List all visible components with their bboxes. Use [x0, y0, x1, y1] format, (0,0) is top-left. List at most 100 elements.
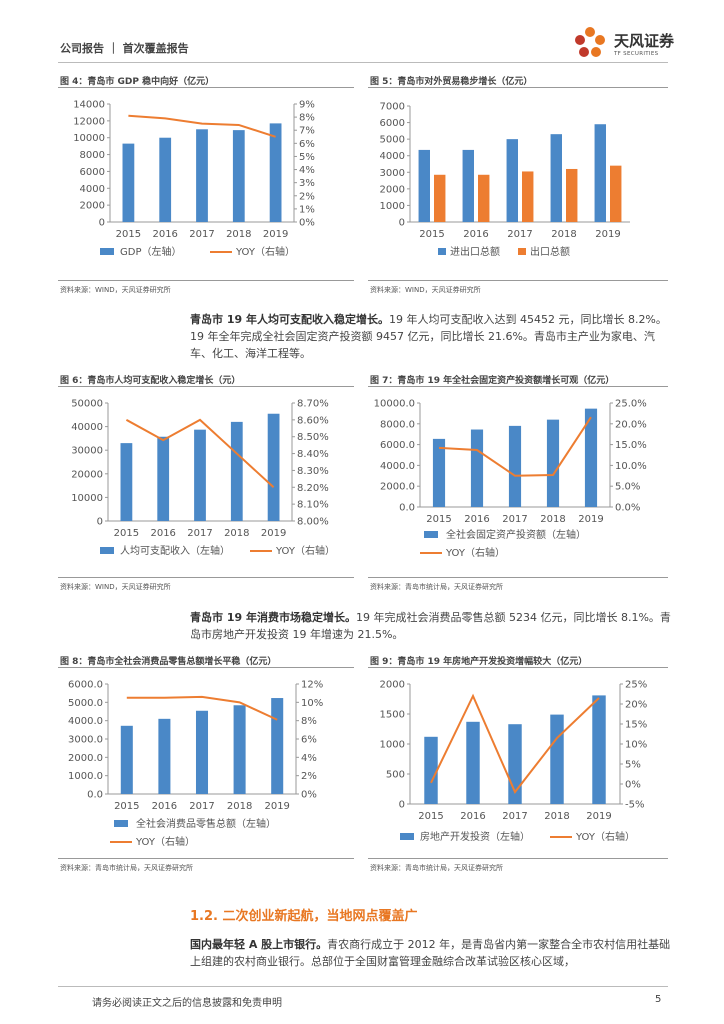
footer-divider: [58, 986, 668, 987]
y-tick-label-left: 2000: [380, 680, 405, 691]
y-tick-label-left: 6000: [380, 118, 405, 129]
x-tick-label: 2017: [187, 528, 212, 539]
figure-9-source: 资料来源：青岛市统计局，天风证券研究所: [370, 864, 503, 872]
bar-2015: [122, 143, 135, 222]
bar-2016: [462, 149, 474, 222]
bar-2016: [158, 718, 171, 794]
bar-2015: [432, 438, 446, 507]
logo-text: 天风证券: [614, 32, 675, 50]
y-tick-label-left: 1000: [380, 740, 405, 751]
y-tick-label-right: 8.10%: [297, 500, 329, 511]
y-tick-label-left: 12000: [73, 116, 105, 127]
yoy-line: [438, 416, 592, 477]
y-tick-label-left: 2000: [80, 201, 105, 212]
x-tick-label: 2016: [464, 514, 489, 525]
legend-swatch: [424, 531, 438, 538]
x-tick-label: 2015: [116, 229, 141, 240]
bar-2015: [434, 174, 446, 222]
x-tick-label: 2017: [502, 811, 527, 822]
legend-label: 人均可支配收入（左轴）: [120, 544, 230, 557]
y-tick-label-left: 14000: [73, 100, 105, 111]
y-tick-label-right: 4%: [301, 753, 317, 764]
report-header: 公司报告 ｜ 首次覆盖报告: [60, 42, 189, 55]
y-tick-label-right: -5%: [625, 800, 644, 811]
x-tick-label: 2016: [150, 528, 175, 539]
paragraph-income: 青岛市 19 年人均可支配收入稳定增长。19 年人均可支配收入达到 45452 …: [190, 311, 672, 362]
x-tick-label: 2015: [419, 229, 444, 240]
bar-2018: [566, 168, 578, 222]
y-tick-label-right: 0.0%: [615, 503, 640, 514]
chart-disposable-income: 0 10000 20000 30000 40000 50000 8.00% 8.10% 8.20…: [71, 399, 335, 558]
brand-logo: 天风证券 TF SECURITIES: [568, 24, 688, 64]
paragraph-consumption: 青岛市 19 年消费市场稳定增长。19 年完成社会消费品零售总额 5234 亿元…: [190, 609, 672, 643]
x-tick-label: 2017: [502, 514, 527, 525]
paragraph-bank-lead: 国内最年轻 A 股上市银行。: [190, 938, 328, 951]
chart-fixed-asset-investment: 0.0 2000.0 4000.0 6000.0 8000.0 10000.0 0.0% 5.…: [374, 399, 647, 560]
y-tick-label-right: 8.70%: [297, 399, 329, 410]
bar-2018: [230, 421, 243, 521]
bar-2016: [466, 721, 480, 804]
figure-4-title: 图 4：青岛市 GDP 稳中向好（亿元）: [60, 77, 215, 87]
bar-2017: [195, 710, 209, 794]
y-tick-label-left: 30000: [71, 446, 103, 457]
figure-divider: [58, 667, 354, 668]
yoy-line: [128, 114, 276, 138]
y-tick-label-left: 2000.0: [380, 482, 415, 493]
y-tick-label-right: 8.50%: [297, 432, 329, 443]
y-tick-label-left: 6000.0: [380, 440, 415, 451]
legend-label: 出口总额: [530, 245, 570, 258]
bar-2019: [267, 413, 280, 521]
paragraph-income-body: 19 年人均可支配收入达到 45452 元，同比增长 8.2%。19 年全年完成…: [190, 313, 667, 360]
bar-2015: [424, 736, 438, 804]
x-tick-label: 2018: [226, 229, 251, 240]
y-tick-label-right: 2%: [301, 771, 317, 782]
x-tick-label: 2018: [551, 229, 576, 240]
y-tick-label-right: 8.40%: [297, 449, 329, 460]
y-tick-label-left: 3000: [380, 168, 405, 179]
figure-8-title: 图 8：青岛市全社会消费品零售总额增长平稳（亿元）: [60, 657, 277, 667]
x-tick-label: 2018: [227, 801, 252, 812]
y-tick-label-left: 40000: [71, 422, 103, 433]
x-tick-label: 2018: [544, 811, 569, 822]
y-tick-label-right: 6%: [299, 139, 315, 150]
legend-label: YOY（右轴）: [135, 835, 195, 848]
y-tick-label-left: 2000: [380, 184, 405, 195]
y-tick-label-left: 0: [97, 517, 103, 528]
bar-2016: [159, 137, 172, 222]
legend-swatch: [400, 833, 414, 840]
paragraph-consumption-lead: 青岛市 19 年消费市场稳定增长。: [190, 611, 356, 624]
figure-6-source: 资料来源：WIND，天风证券研究所: [60, 583, 171, 591]
bar-2019: [594, 124, 606, 222]
y-tick-label-left: 20000: [71, 469, 103, 480]
paragraph-bank-body: 青农商行成立于 2012 年，是青岛省内第一家整合全市农村信用社基础上组建的农村…: [190, 938, 671, 968]
section-heading: 1.2. 二次创业新起航，当地网点覆盖广: [190, 909, 418, 924]
bar-2019: [584, 408, 598, 507]
legend-label: 进出口总额: [450, 245, 500, 258]
y-tick-label-left: 6000.0: [68, 680, 103, 691]
x-tick-label: 2019: [263, 229, 288, 240]
logo-flower-icon: [575, 27, 605, 57]
y-tick-label-left: 4000: [80, 184, 105, 195]
y-tick-label-left: 2000.0: [68, 753, 103, 764]
figure-divider: [368, 577, 668, 578]
x-tick-label: 2019: [586, 811, 611, 822]
y-tick-label-right: 10%: [301, 698, 323, 709]
bar-2015: [120, 725, 133, 794]
bar-2017: [194, 429, 206, 521]
legend-label: GDP（左轴）: [120, 245, 181, 258]
bar-2015: [120, 443, 133, 521]
y-tick-label-left: 4000.0: [380, 461, 415, 472]
figure-divider: [58, 87, 354, 88]
x-tick-label: 2019: [261, 528, 286, 539]
bar-2017: [522, 171, 534, 222]
x-tick-label: 2019: [595, 229, 620, 240]
y-tick-label-left: 4000.0: [68, 716, 103, 727]
y-tick-label-right: 12%: [301, 680, 323, 691]
y-tick-label-left: 10000.0: [374, 399, 415, 410]
bar-2016: [478, 174, 490, 222]
figure-divider: [58, 280, 354, 281]
y-tick-label-right: 8.30%: [297, 466, 329, 477]
x-tick-label: 2018: [224, 528, 249, 539]
y-tick-label-right: 0%: [625, 780, 641, 791]
x-tick-label: 2017: [189, 229, 214, 240]
